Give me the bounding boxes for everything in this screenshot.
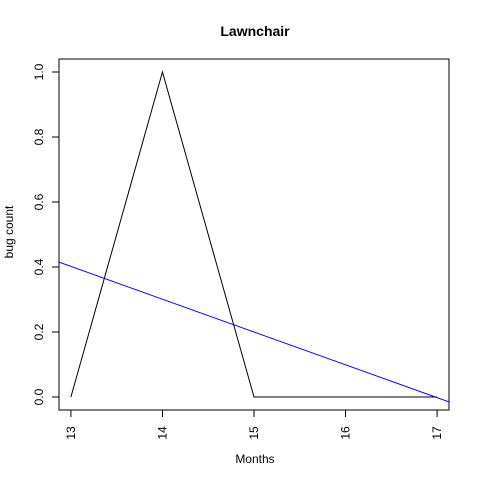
series-layer [59,70,449,403]
y-tick-label: 0.6 [32,193,46,210]
y-axis-label: bug count [2,205,16,258]
y-tick-label: 0.0 [32,388,46,405]
x-axis: 13 14 15 16 17 [64,409,444,440]
y-tick-label: 0.2 [32,323,46,340]
x-tick-label: 15 [247,426,261,440]
y-axis: 0.0 0.2 0.4 0.6 0.8 1.0 [32,63,60,405]
series-line-1 [70,70,438,398]
series-line-2 [59,261,449,403]
x-tick-label: 17 [430,426,444,440]
x-axis-label: Months [235,452,274,466]
y-tick-label: 0.4 [32,258,46,275]
x-tick-label: 13 [64,426,78,440]
plot-frame [58,58,450,411]
x-tick-label: 14 [155,426,169,440]
y-tick-label: 0.8 [32,128,46,145]
y-tick-label: 1.0 [32,63,46,80]
chart-title: Lawnchair [220,23,290,39]
x-tick-label: 16 [339,426,353,440]
